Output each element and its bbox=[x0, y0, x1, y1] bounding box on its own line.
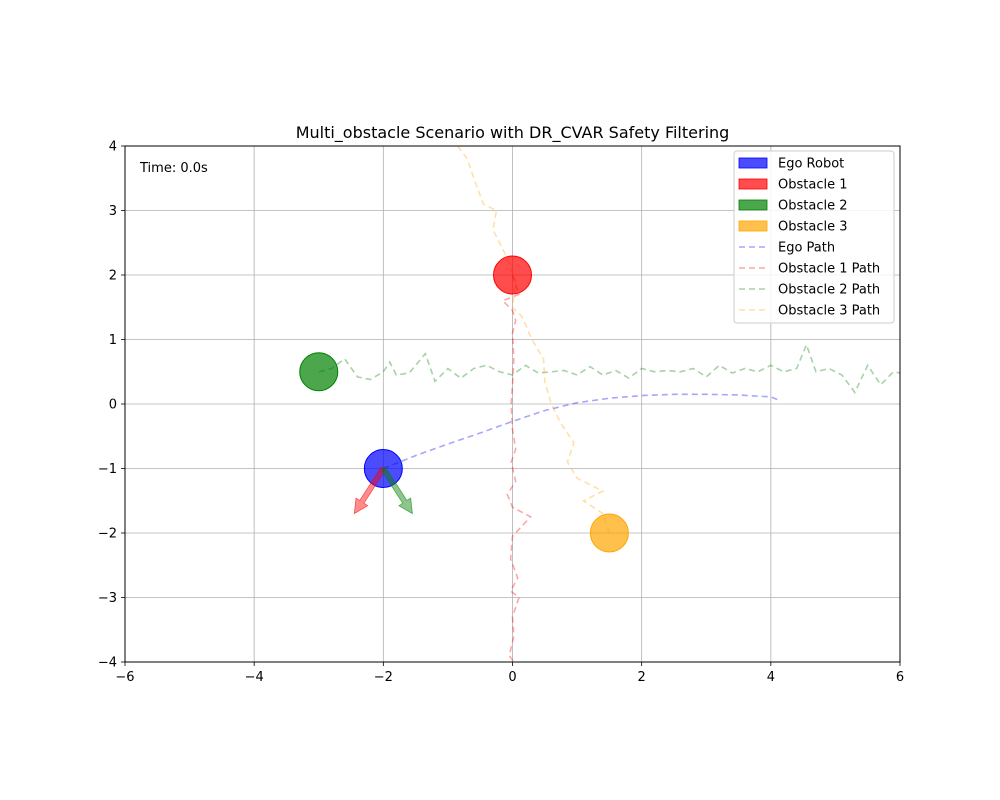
y-tick-label: −2 bbox=[98, 527, 117, 542]
obstacle-2-marker bbox=[299, 352, 339, 392]
x-tick-label: 0 bbox=[508, 670, 516, 685]
legend-swatch-obstacle-1 bbox=[738, 178, 768, 190]
legend-swatch-obstacle-3 bbox=[738, 220, 768, 232]
legend-label-obstacle-2: Obstacle 2 bbox=[778, 199, 847, 214]
time-label: Time: 0.0s bbox=[139, 161, 208, 176]
legend-label-ego-path: Ego Path bbox=[778, 241, 835, 256]
y-tick-label: 4 bbox=[109, 140, 117, 155]
obstacle-1-marker bbox=[493, 255, 532, 295]
x-tick-label: −6 bbox=[115, 670, 134, 685]
obstacle-3-path-line bbox=[456, 145, 611, 534]
legend-label-obstacle-1-path: Obstacle 1 Path bbox=[778, 262, 880, 277]
x-tick-label: 2 bbox=[638, 670, 646, 685]
obstacle-2-path-line bbox=[318, 342, 901, 394]
legend-swatch-ego-robot bbox=[738, 157, 768, 169]
velocity-arrow-2 bbox=[380, 466, 413, 515]
legend-label-ego-robot: Ego Robot bbox=[778, 157, 844, 172]
trajectory-paths bbox=[318, 145, 901, 663]
legend-swatch-obstacle-2 bbox=[738, 199, 768, 211]
legend: Ego Robot Obstacle 1 Obstacle 2 Obstacle 3 E… bbox=[733, 150, 895, 324]
y-tick-label: 2 bbox=[109, 269, 117, 284]
y-tick-label: 3 bbox=[109, 204, 117, 219]
legend-label-obstacle-3-path: Obstacle 3 Path bbox=[778, 304, 880, 319]
legend-label-obstacle-2-path: Obstacle 2 Path bbox=[778, 283, 880, 298]
x-tick-label: −4 bbox=[245, 670, 264, 685]
legend-label-obstacle-3: Obstacle 3 bbox=[778, 220, 847, 235]
x-tick-label: 4 bbox=[767, 670, 775, 685]
chart-title: Multi_obstacle Scenario with DR_CVAR Saf… bbox=[296, 123, 730, 143]
velocity-arrow-1 bbox=[353, 466, 386, 515]
y-tick-label: 1 bbox=[109, 333, 117, 348]
obstacle-3-marker bbox=[589, 513, 629, 553]
x-tick-label: 6 bbox=[896, 670, 904, 685]
legend-label-obstacle-1: Obstacle 1 bbox=[778, 178, 847, 193]
x-tick-label: −2 bbox=[374, 670, 393, 685]
y-tick-label: −1 bbox=[98, 462, 117, 477]
y-tick-label: 0 bbox=[109, 398, 117, 413]
obstacle-1-path-line bbox=[501, 274, 532, 663]
direction-arrows bbox=[353, 466, 413, 515]
y-tick-label: −3 bbox=[98, 591, 117, 606]
legend-frame bbox=[733, 150, 895, 324]
ego-path-line bbox=[383, 393, 781, 470]
legend-items: Ego Robot Obstacle 1 Obstacle 2 Obstacle 3 E… bbox=[738, 157, 880, 319]
y-tick-label: −4 bbox=[98, 656, 117, 671]
